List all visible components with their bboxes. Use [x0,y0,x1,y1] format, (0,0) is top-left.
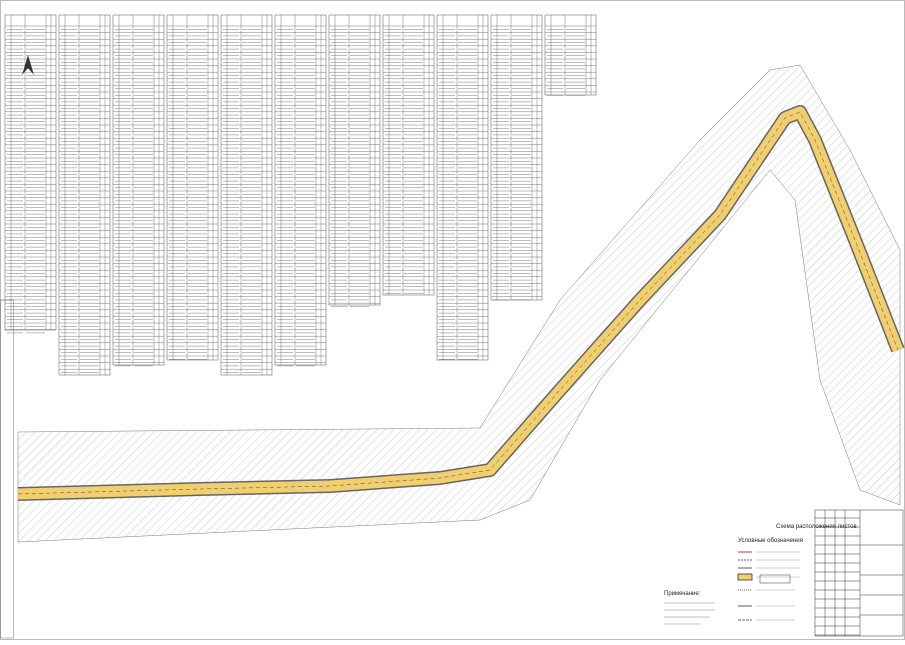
coord-table [328,14,381,307]
coord-table [58,14,111,376]
north-arrow [22,55,34,75]
coord-table [436,14,489,361]
note-title: Примечание: [664,591,701,597]
coord-table [382,14,435,296]
table-border [328,14,381,306]
coordinate-tables [4,14,597,376]
table-border [112,14,165,366]
coord-table [544,14,597,96]
hatched-corridor [17,64,901,543]
table-border [220,14,273,376]
legend-title: Условные обозначения [738,538,803,544]
legend-lines [756,551,800,621]
table-border [4,14,57,331]
coord-table [4,14,57,334]
table-border [436,14,489,361]
table-border [274,14,327,366]
sheet-scheme-box [759,574,791,584]
note-lines [664,602,715,625]
table-border [544,14,597,96]
table-border [166,14,219,361]
coord-table [112,14,165,367]
coord-table [274,14,327,367]
table-border [382,14,435,296]
road [17,105,905,501]
table-border [58,14,111,376]
title-block [814,509,904,637]
legend-symbols [737,551,753,621]
coord-table [220,14,273,376]
coord-table [166,14,219,361]
coord-table [490,14,543,301]
